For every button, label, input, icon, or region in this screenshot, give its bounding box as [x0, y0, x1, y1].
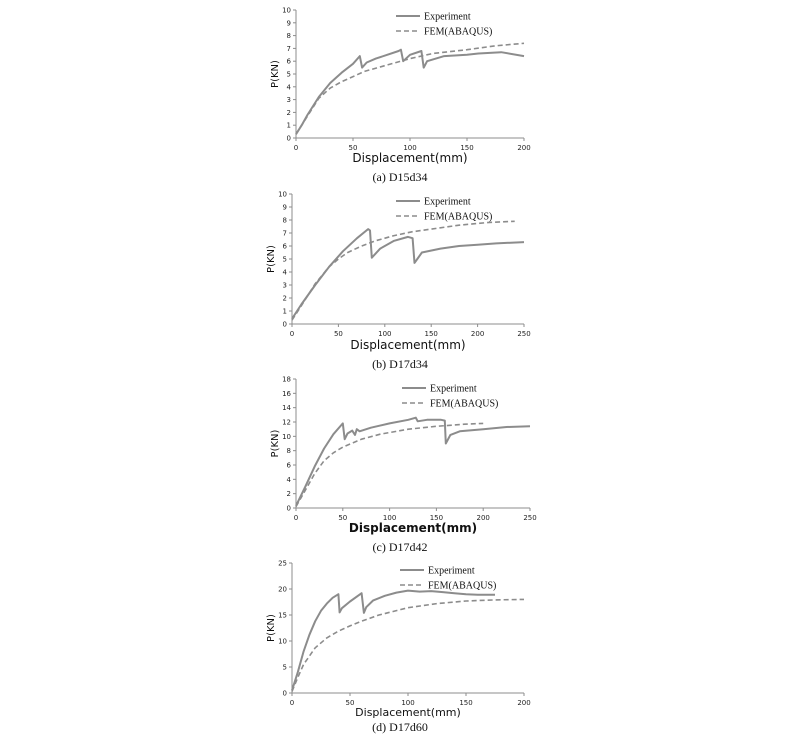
- y-tick-label: 5: [287, 71, 291, 79]
- series-line-experiment: [291, 589, 495, 691]
- x-tick-label: 200: [471, 330, 484, 338]
- y-tick-label: 10: [278, 191, 287, 199]
- x-tick-label: 50: [338, 514, 347, 522]
- y-tick-label: 5: [283, 664, 287, 672]
- y-tick-label: 15: [278, 612, 287, 620]
- y-tick-label: 9: [287, 19, 291, 27]
- y-tick-label: 6: [283, 243, 288, 251]
- y-tick-label: 5: [283, 256, 287, 264]
- series-line-fem: [291, 220, 515, 321]
- y-axis-label: P(KN): [266, 245, 277, 273]
- y-tick-label: 7: [287, 45, 291, 53]
- y-tick-label: 0: [283, 690, 287, 698]
- x-axis-label: Displacement(mm): [350, 338, 465, 352]
- y-tick-label: 2: [283, 295, 287, 303]
- legend-label: Experiment: [428, 566, 475, 577]
- caption-b: (b) D17d34: [372, 357, 428, 371]
- x-tick-label: 50: [349, 144, 358, 152]
- series-line-fem: [291, 598, 525, 692]
- x-axis-label: Displacement(mm): [355, 706, 461, 719]
- legend-label: Experiment: [424, 12, 471, 23]
- y-tick-label: 8: [287, 447, 291, 455]
- legend-label: Experiment: [424, 197, 471, 208]
- x-tick-label: 150: [460, 144, 473, 152]
- x-tick-label: 150: [459, 699, 472, 707]
- y-tick-label: 9: [283, 204, 287, 212]
- y-tick-label: 8: [283, 217, 287, 225]
- legend-label: Experiment: [430, 384, 477, 395]
- x-tick-label: 100: [403, 144, 416, 152]
- y-axis-label: P(KN): [270, 60, 281, 88]
- x-tick-label: 250: [523, 514, 536, 522]
- legend-label: FEM(ABAQUS): [424, 212, 492, 223]
- y-tick-label: 18: [282, 376, 291, 384]
- chart-panel-a: 0 1 2 3 4 5 6 7 8 9 10 0 50 100 150 200 Displacement(mm)…: [0, 0, 800, 190]
- caption-a: (a) D15d34: [372, 170, 428, 184]
- x-tick-label: 0: [290, 699, 294, 707]
- y-tick-label: 2: [287, 109, 291, 117]
- x-tick-label: 100: [401, 699, 414, 707]
- caption-d: (d) D17d60: [372, 720, 428, 734]
- legend-label: FEM(ABAQUS): [428, 581, 496, 592]
- y-tick-label: 4: [287, 83, 292, 91]
- x-tick-label: 0: [290, 330, 294, 338]
- x-tick-label: 50: [334, 330, 343, 338]
- y-tick-label: 0: [283, 321, 287, 329]
- legend-label: FEM(ABAQUS): [430, 399, 498, 410]
- y-tick-label: 0: [287, 135, 291, 143]
- x-axis-label: Displacement(mm): [349, 521, 477, 535]
- y-tick-label: 2: [287, 490, 291, 498]
- chart-d: 0 5 10 15 20 25 0 50 100 150 200 Displacement(mm) P(…: [266, 560, 531, 720]
- chart-panel-d: 0 5 10 15 20 25 0 50 100 150 200 Displacement(mm) P(…: [0, 556, 800, 740]
- series-line-experiment: [295, 48, 525, 135]
- y-tick-label: 3: [287, 96, 291, 104]
- chart-panel-b: 0 1 2 3 4 5 6 7 8 9 10 0 50 100 150 200 250 Displacement(…: [0, 186, 800, 376]
- x-tick-label: 100: [378, 330, 391, 338]
- y-tick-label: 1: [283, 308, 287, 316]
- y-tick-label: 12: [282, 419, 291, 427]
- x-tick-label: 250: [517, 330, 530, 338]
- x-tick-label: 200: [517, 144, 530, 152]
- chart-panel-c: 0 2 4 6 8 10 12 14 16 18 0 50 100 150 200 250 Displaceme…: [0, 372, 800, 562]
- x-axis-label: Displacement(mm): [352, 151, 467, 165]
- chart-c: 0 2 4 6 8 10 12 14 16 18 0 50 100 150 200 250 Displaceme…: [270, 376, 537, 536]
- y-tick-label: 14: [282, 404, 291, 412]
- series-line-fem: [295, 42, 525, 135]
- y-tick-label: 7: [283, 230, 287, 238]
- caption-c: (c) D17d42: [372, 540, 428, 554]
- y-tick-label: 8: [287, 32, 291, 40]
- y-tick-label: 10: [282, 433, 291, 441]
- y-axis-label: P(KN): [266, 614, 277, 642]
- y-tick-label: 4: [283, 269, 288, 277]
- y-axis-label: P(KN): [270, 429, 281, 457]
- x-tick-label: 200: [517, 699, 530, 707]
- x-tick-label: 0: [294, 514, 298, 522]
- x-tick-label: 150: [430, 514, 443, 522]
- series-line-experiment: [291, 228, 525, 320]
- y-tick-label: 16: [282, 390, 291, 398]
- y-tick-label: 10: [282, 7, 291, 15]
- x-tick-label: 200: [477, 514, 490, 522]
- y-tick-label: 6: [287, 462, 292, 470]
- series-line-fem: [295, 422, 484, 507]
- y-tick-label: 3: [283, 282, 287, 290]
- y-tick-label: 0: [287, 505, 291, 513]
- y-tick-label: 25: [278, 560, 287, 568]
- y-tick-label: 6: [287, 58, 292, 66]
- y-tick-label: 20: [278, 586, 287, 594]
- x-tick-label: 150: [425, 330, 438, 338]
- x-tick-label: 0: [294, 144, 298, 152]
- y-tick-label: 4: [287, 476, 292, 484]
- x-tick-label: 100: [383, 514, 396, 522]
- legend-label: FEM(ABAQUS): [424, 27, 492, 38]
- y-tick-label: 10: [278, 638, 287, 646]
- y-tick-label: 1: [287, 122, 291, 130]
- x-tick-label: 50: [346, 699, 355, 707]
- series-line-experiment: [295, 416, 531, 507]
